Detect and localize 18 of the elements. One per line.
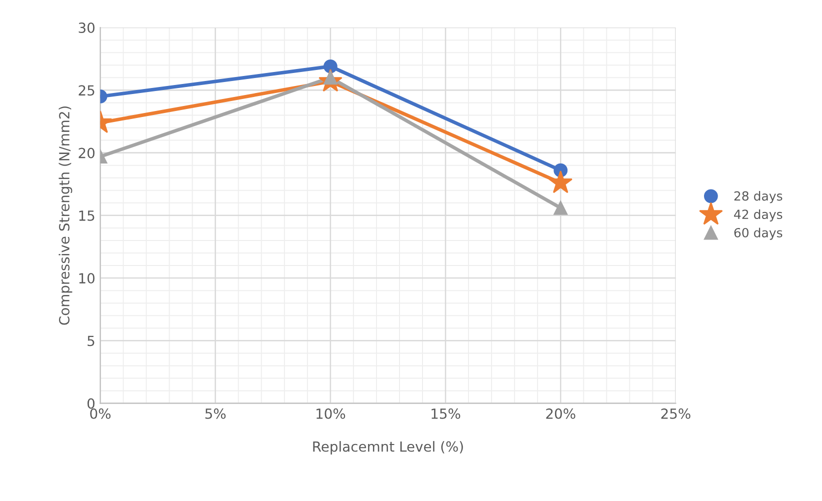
legend-label: 60 days (734, 228, 782, 240)
y-tick-label: 25 (78, 85, 94, 96)
y-tick-label: 10 (79, 273, 94, 284)
x-tick-label: 15% (432, 408, 460, 419)
y-tick-label: 5 (88, 336, 94, 346)
y-tick-label: 15 (79, 210, 94, 221)
y-axis-title: Compressive Strength (N/mm2) (58, 106, 72, 325)
x-tick-label: 10% (316, 408, 346, 419)
x-tick-label: 0% (90, 408, 111, 419)
x-tick-label: 25% (661, 408, 690, 419)
y-tick-label: 20 (78, 148, 94, 158)
x-axis-title: Replacemnt Level (%) (313, 441, 463, 454)
legend-label: 28 days (734, 191, 782, 204)
y-tick-label: 0 (88, 398, 94, 409)
x-tick-label: 20% (546, 408, 576, 419)
y-tick-label: 30 (78, 22, 94, 34)
x-tick-label: 5% (205, 408, 226, 419)
legend-label: 42 days (734, 209, 782, 222)
